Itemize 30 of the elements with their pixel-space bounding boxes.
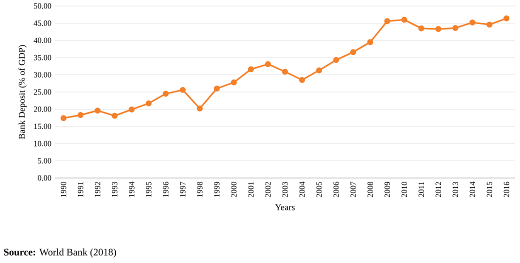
- point: [316, 67, 322, 74]
- point: [248, 66, 254, 72]
- point: [486, 22, 492, 28]
- point: [350, 49, 356, 56]
- point: [418, 25, 424, 32]
- point: [128, 106, 135, 113]
- point: [112, 112, 118, 119]
- x-axis-title: Years: [275, 204, 295, 210]
- point: [146, 100, 152, 106]
- point: [282, 68, 288, 75]
- point: [214, 86, 220, 92]
- text: Source: World Bank (2018): [4, 248, 116, 258]
- point: [230, 79, 237, 86]
- point: [452, 25, 458, 32]
- point: [196, 106, 203, 112]
- point: [94, 108, 101, 114]
- point: [367, 39, 374, 46]
- y-axis-title: Bank Deposit (% of GDP): [18, 45, 27, 140]
- point: [299, 76, 306, 83]
- point: [401, 16, 408, 23]
- point: [180, 86, 186, 93]
- point: [435, 26, 442, 32]
- point: [78, 112, 84, 118]
- point: [162, 90, 169, 97]
- point: [384, 18, 390, 24]
- point: [503, 15, 510, 22]
- point: [469, 20, 476, 26]
- point: [333, 57, 340, 64]
- point: [264, 61, 271, 68]
- point: [60, 115, 67, 122]
